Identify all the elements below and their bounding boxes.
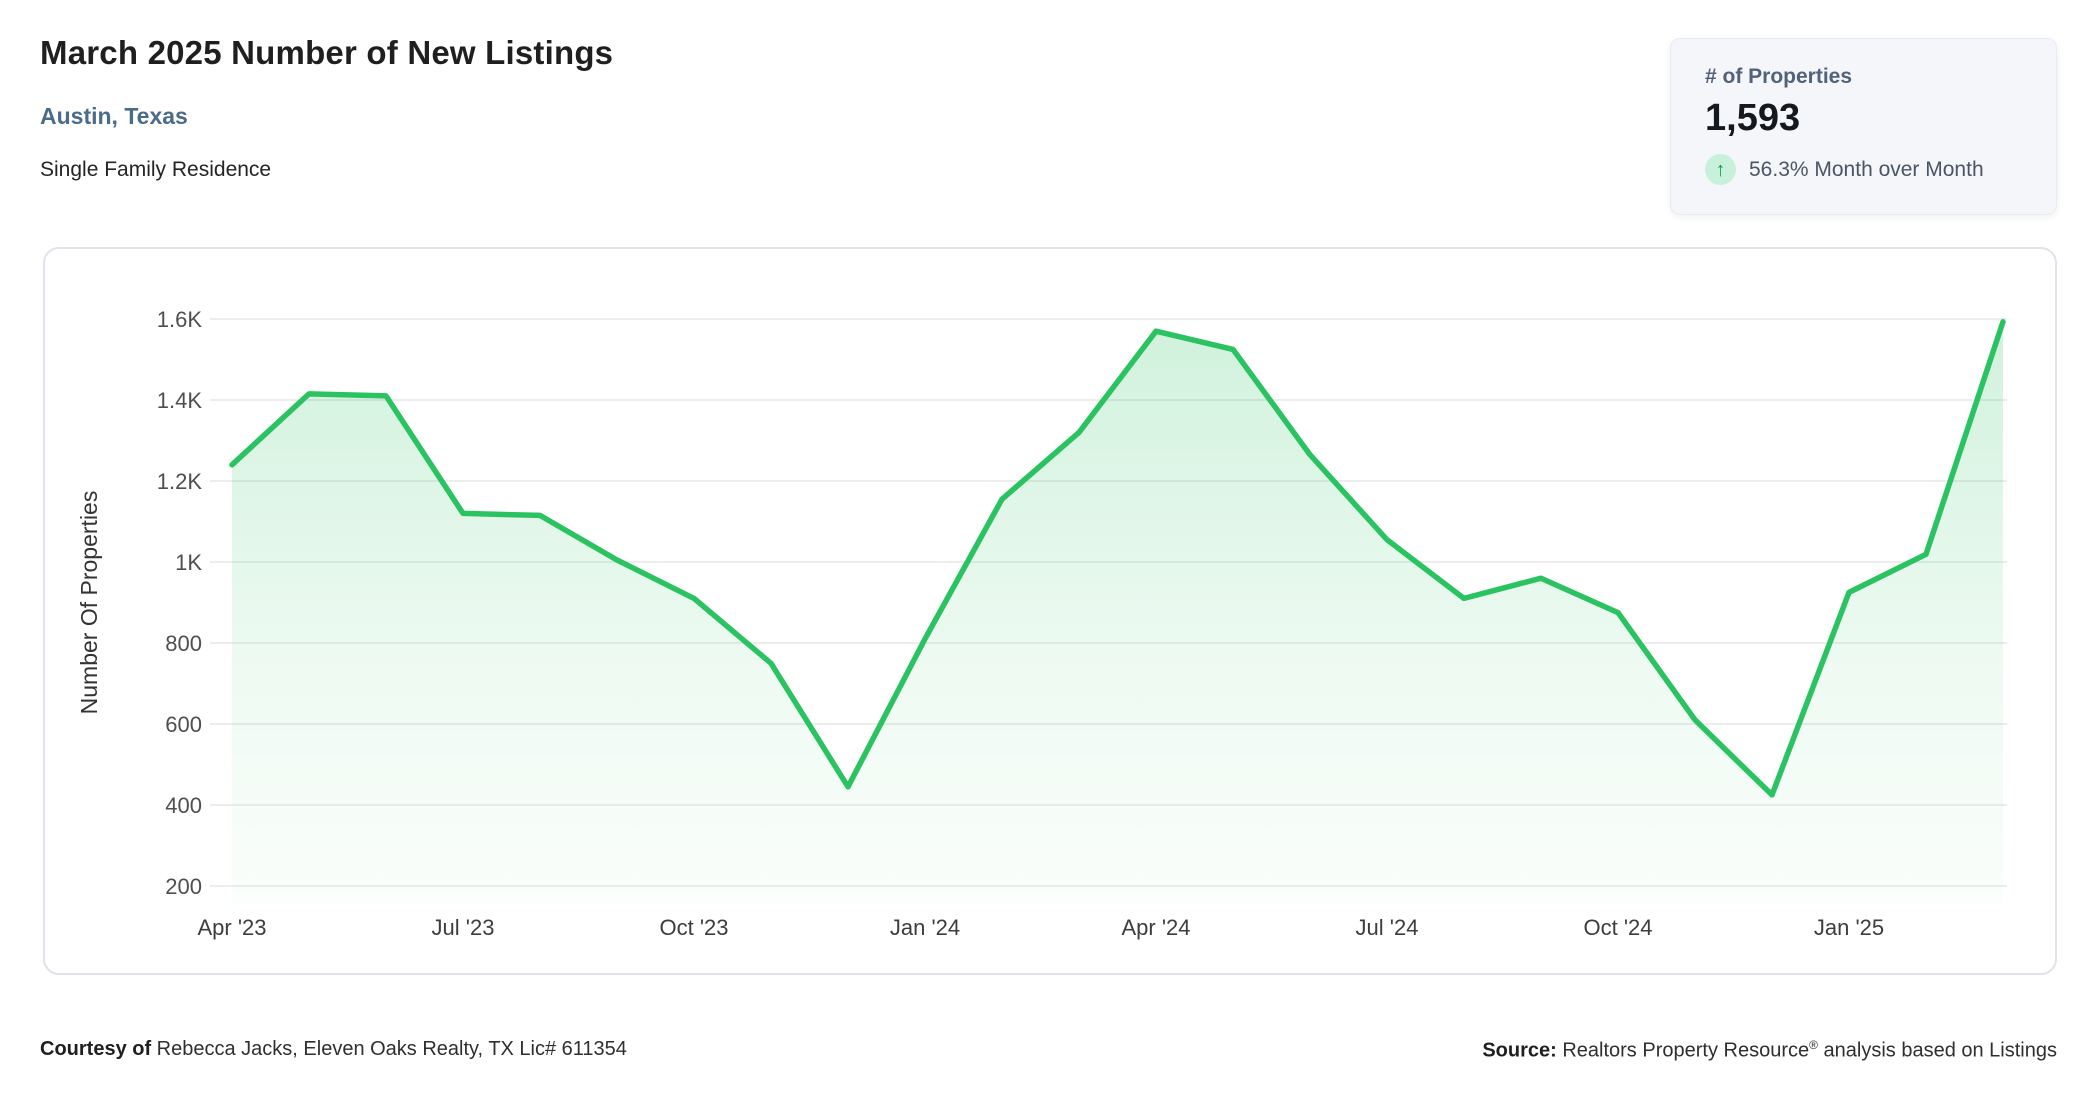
month-over-month-text: 56.3% Month over Month bbox=[1749, 157, 1984, 181]
x-tick-label: Apr '24 bbox=[1121, 915, 1190, 940]
x-tick-label: Oct '24 bbox=[1583, 915, 1652, 940]
property-type-label: Single Family Residence bbox=[40, 158, 272, 181]
x-tick-label: Apr '23 bbox=[197, 915, 266, 940]
x-tick-label: Jul '24 bbox=[1356, 915, 1419, 940]
y-tick-label: 1.6K bbox=[157, 307, 203, 332]
footer: Courtesy of Rebecca Jacks, Eleven Oaks R… bbox=[40, 1038, 2057, 1063]
new-listings-area-chart: 200 400 600 800 1K 1.2K 1.4K 1.6K Apr '23 Jul '23… bbox=[76, 307, 2007, 940]
y-tick-label: 400 bbox=[165, 793, 202, 818]
y-tick-label: 1K bbox=[175, 550, 202, 575]
trend-up-badge: ↑ bbox=[1705, 154, 1736, 185]
source-text: Source: Realtors Property Resource® anal… bbox=[1482, 1038, 2057, 1062]
y-tick-label: 800 bbox=[165, 631, 202, 656]
page-subtitle: Austin, Texas bbox=[40, 103, 188, 129]
y-axis-title: Number Of Properties bbox=[76, 491, 102, 715]
y-tick-label: 600 bbox=[165, 712, 202, 737]
x-tick-label: Jul '23 bbox=[432, 915, 495, 940]
courtesy-text: Courtesy of Rebecca Jacks, Eleven Oaks R… bbox=[40, 1038, 627, 1060]
series-line bbox=[229, 319, 2006, 798]
page-title: March 2025 Number of New Listings bbox=[40, 34, 614, 71]
arrow-up-icon: ↑ bbox=[1715, 158, 1726, 181]
new-listings-chart-card: 200 400 600 800 1K 1.2K 1.4K 1.6K Apr '23 Jul '23… bbox=[43, 247, 2057, 975]
y-tick-label: 1.4K bbox=[157, 388, 203, 413]
registered-mark: ® bbox=[1809, 1038, 1818, 1052]
series-area bbox=[232, 321, 2003, 904]
y-tick-label: 200 bbox=[165, 874, 202, 899]
stat-value: 1,593 bbox=[1705, 97, 1801, 139]
x-tick-label: Jan '25 bbox=[1814, 915, 1884, 940]
stat-label: # of Properties bbox=[1705, 65, 1853, 88]
x-tick-label: Oct '23 bbox=[659, 915, 728, 940]
y-tick-label: 1.2K bbox=[157, 469, 203, 494]
properties-stat-card: # of Properties 1,593 ↑ 56.3% Month over… bbox=[1670, 38, 2057, 215]
month-over-month-row: ↑ 56.3% Month over Month bbox=[1705, 154, 2022, 185]
x-tick-label: Jan '24 bbox=[890, 915, 960, 940]
